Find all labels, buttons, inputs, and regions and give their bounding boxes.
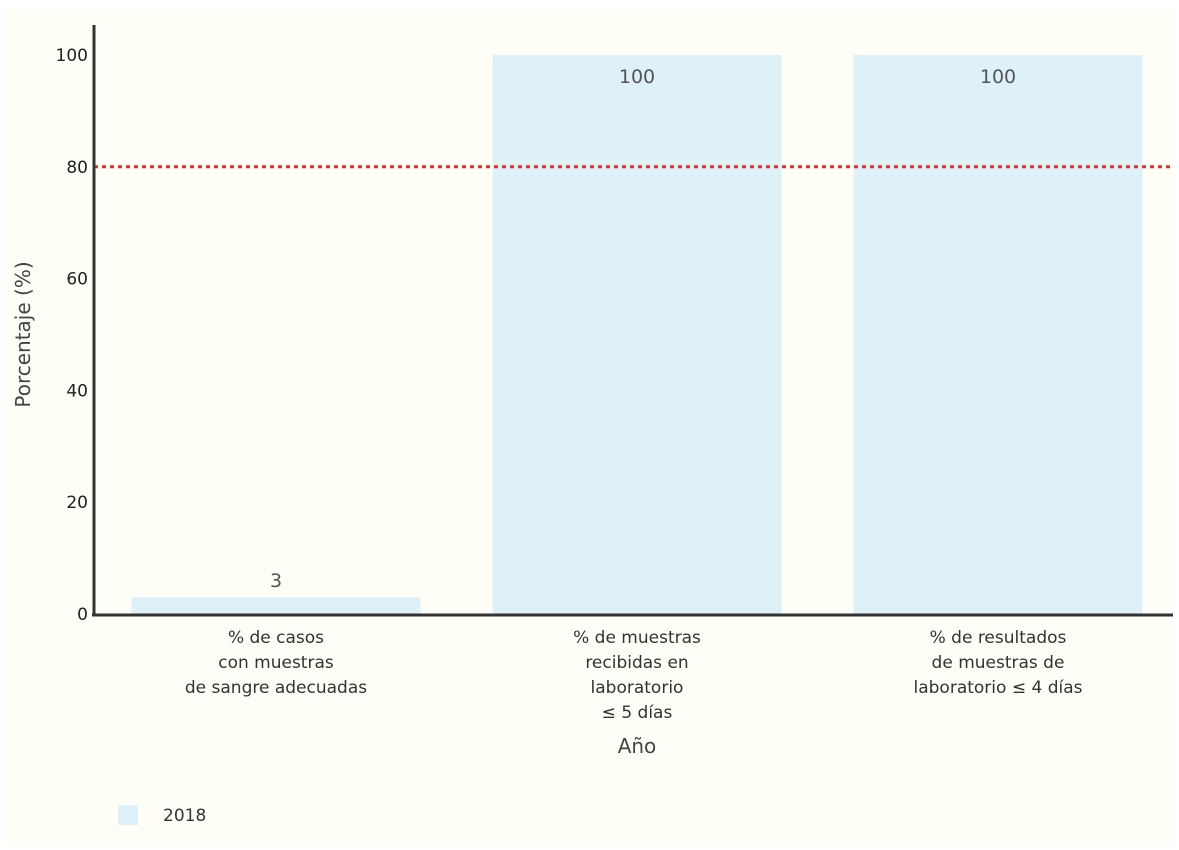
category-label-1-line-3: de sangre adecuadas (185, 678, 367, 698)
y-tick-label-60: 60 (66, 270, 88, 290)
category-label-3-line-3: laboratorio ≤ 4 días (914, 678, 1083, 698)
y-axis-title: Porcentaje (%) (11, 261, 35, 407)
category-label-1-line-1: % de casos (228, 628, 324, 648)
category-label-3-line-2: de muestras de (932, 653, 1065, 673)
y-tick-label-100: 100 (56, 46, 88, 66)
y-tick-labels: 0 20 40 60 80 100 (56, 46, 88, 625)
category-label-1-line-2: con muestras (218, 653, 334, 673)
y-tick-label-40: 40 (66, 381, 88, 401)
bar-chart: 0 20 40 60 80 100 3 100 100 % de casos con muest… (11, 25, 1173, 826)
bar-value-labels: 3 100 100 (270, 66, 1016, 592)
bar-value-label-2: 100 (619, 66, 655, 88)
y-tick-label-80: 80 (66, 158, 88, 178)
bars-layer (131, 55, 1143, 614)
bar-3 (853, 55, 1143, 614)
legend-swatch-2018 (118, 805, 138, 825)
chart-panel: 0 20 40 60 80 100 3 100 100 % de casos con muest… (6, 8, 1173, 846)
bar-2 (492, 55, 782, 614)
bar-value-label-3: 100 (980, 66, 1016, 88)
category-label-2-line-3: laboratorio (591, 678, 684, 698)
x-axis-title: Año (618, 734, 657, 758)
category-label-2-line-2: recibidas en (585, 653, 688, 673)
legend-label-2018: 2018 (163, 806, 206, 826)
bar-1 (131, 597, 421, 614)
y-tick-label-20: 20 (66, 493, 88, 513)
y-tick-label-0: 0 (77, 605, 88, 625)
category-label-3-line-1: % de resultados (930, 628, 1067, 648)
category-label-2-line-1: % de muestras (573, 628, 701, 648)
bar-value-label-1: 3 (270, 570, 282, 592)
category-label-2-line-4: ≤ 5 días (602, 703, 673, 723)
category-labels: % de casos con muestras de sangre adecuada… (185, 628, 1083, 723)
